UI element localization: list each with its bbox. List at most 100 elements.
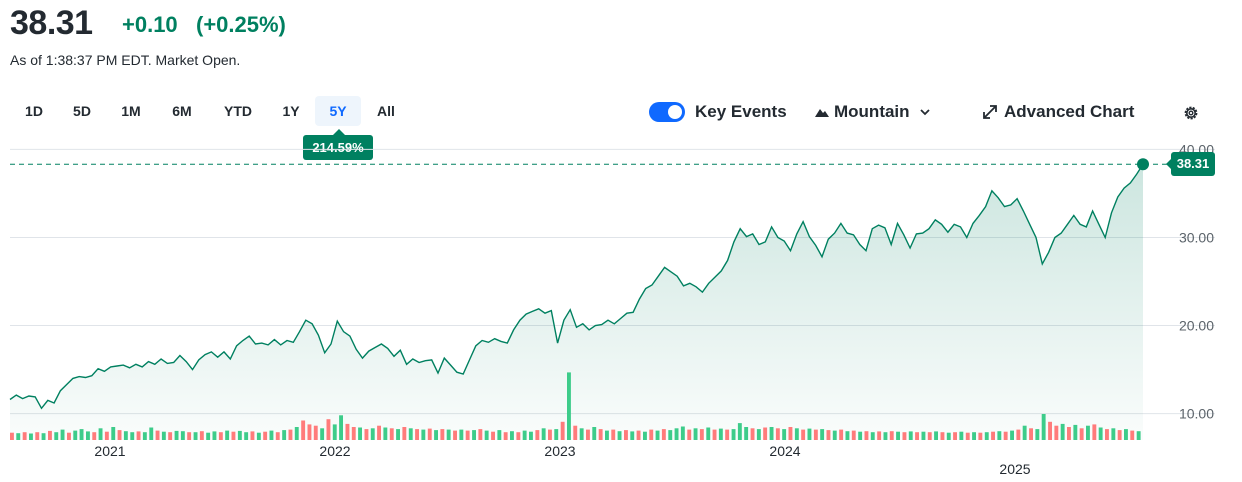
volume-bar	[199, 431, 204, 440]
volume-bar	[655, 430, 660, 440]
volume-bar	[902, 432, 907, 440]
chart-type-label[interactable]: Mountain	[834, 102, 910, 121]
volume-bar	[680, 426, 685, 440]
range-1y[interactable]: 1Y	[282, 103, 300, 119]
volume-bar	[718, 428, 723, 440]
volume-bar	[560, 421, 565, 440]
range-return-badge: 214.59%	[303, 129, 373, 160]
volume-bar	[193, 432, 198, 440]
volume-bar	[554, 429, 559, 440]
range-1m[interactable]: 1M	[121, 103, 141, 119]
mountain-icon[interactable]	[814, 106, 830, 118]
volume-bar	[104, 431, 109, 440]
volume-bar	[427, 428, 432, 440]
gear-icon[interactable]	[1182, 104, 1200, 122]
volume-bar	[630, 431, 635, 440]
volume-bar	[788, 427, 793, 440]
volume-bar	[548, 429, 552, 440]
volume-bar	[155, 430, 160, 440]
quote-change-percent: (+0.25%)	[196, 12, 286, 37]
volume-bar	[782, 429, 787, 440]
volume-bar	[484, 430, 489, 440]
volume-bar	[1060, 423, 1065, 440]
volume-bar	[67, 432, 71, 440]
volume-bar	[801, 429, 806, 440]
volume-bar	[231, 431, 236, 440]
volume-bar	[187, 432, 192, 440]
volume-bar	[617, 431, 622, 440]
volume-bar	[123, 431, 128, 440]
volume-bar	[820, 429, 825, 440]
volume-bar	[839, 429, 844, 440]
volume-bar	[465, 430, 470, 440]
volume-bar	[263, 431, 268, 440]
range-5y[interactable]: 5Y	[315, 96, 361, 126]
volume-bar	[712, 429, 717, 440]
volume-bar	[592, 427, 597, 440]
volume-bar	[529, 431, 533, 440]
volume-bar	[383, 427, 388, 440]
price-line	[9, 163, 1144, 410]
volume-bar	[579, 428, 584, 440]
volume-bar	[136, 431, 141, 440]
volume-bar	[142, 432, 147, 440]
volume-bar	[870, 432, 875, 440]
range-5d[interactable]: 5D	[73, 103, 91, 119]
volume-bar	[320, 428, 325, 440]
volume-bar	[693, 428, 698, 440]
quote-price: 38.31	[10, 4, 93, 42]
volume-bar	[396, 429, 400, 440]
volume-bar	[497, 430, 502, 440]
volume-bar	[927, 432, 932, 440]
range-all[interactable]: All	[377, 103, 395, 119]
volume-bar	[1130, 430, 1135, 440]
volume-bar	[598, 429, 603, 440]
volume-bar	[567, 372, 571, 440]
volume-bar	[864, 431, 869, 440]
volume-bar	[130, 432, 135, 440]
volume-bar	[218, 432, 223, 440]
volume-bar	[79, 429, 84, 440]
volume-bar	[586, 429, 590, 440]
key-events-label[interactable]: Key Events	[695, 102, 787, 121]
volume-bar	[643, 431, 647, 440]
volume-bar	[60, 429, 65, 440]
volume-bar	[1048, 421, 1052, 440]
x-tick-label: 2023	[544, 443, 575, 459]
volume-bar	[1016, 429, 1021, 440]
volume-bar	[73, 430, 78, 440]
volume-bar	[408, 428, 413, 440]
volume-bar	[807, 428, 812, 440]
volume-bar	[889, 431, 894, 440]
volume-bar	[256, 432, 261, 440]
range-1d[interactable]: 1D	[25, 103, 43, 119]
volume-bar	[237, 430, 242, 440]
quote-timestamp: As of 1:38:37 PM EDT. Market Open.	[10, 52, 241, 68]
volume-bar	[946, 432, 951, 440]
y-tick-label: 10.00	[1179, 406, 1214, 422]
volume-bar	[41, 433, 46, 440]
volume-bar	[624, 430, 628, 440]
volume-bar	[206, 432, 211, 440]
chevron-down-icon[interactable]	[919, 107, 931, 117]
volume-bar	[763, 427, 768, 440]
volume-bar	[98, 428, 103, 440]
volume-bar	[522, 430, 527, 440]
volume-bar	[1054, 425, 1059, 440]
volume-bar	[288, 429, 293, 440]
expand-icon[interactable]	[982, 104, 998, 120]
volume-bar	[858, 431, 863, 440]
range-6m[interactable]: 6M	[172, 103, 192, 119]
volume-bar	[117, 430, 122, 440]
range-ytd[interactable]: YTD	[224, 103, 252, 119]
volume-bar	[212, 431, 217, 440]
volume-bar	[706, 427, 711, 440]
volume-bar	[661, 429, 666, 440]
volume-bar	[351, 427, 356, 440]
key-events-toggle[interactable]	[649, 102, 685, 122]
volume-bar	[1079, 428, 1084, 440]
volume-bar	[668, 430, 673, 440]
volume-bar	[826, 430, 831, 440]
advanced-chart-label[interactable]: Advanced Chart	[1004, 102, 1135, 121]
